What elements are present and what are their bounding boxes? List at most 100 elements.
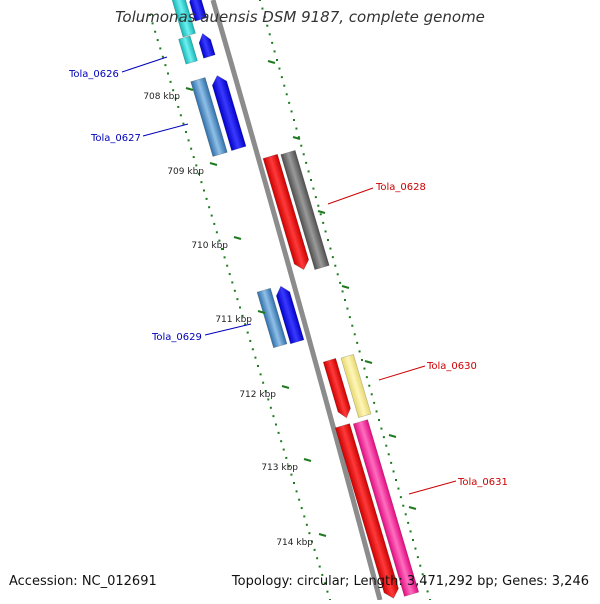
- gene-label: Tola_0628: [375, 182, 426, 193]
- tick-dot: [387, 453, 390, 456]
- tick-dot: [341, 290, 344, 293]
- tick-dot: [156, 39, 159, 42]
- tick-dot: [213, 222, 216, 225]
- tick-dot: [267, 398, 270, 401]
- tick-dot: [208, 206, 211, 209]
- gene-label-leader: [327, 187, 374, 205]
- tick-dot: [149, 14, 151, 16]
- genome-backbone: [210, 0, 383, 601]
- tick-dot: [323, 582, 326, 585]
- tick-dot: [169, 80, 172, 83]
- tick-dot: [412, 539, 414, 541]
- tick-dot: [416, 556, 419, 559]
- tick-dot: [261, 7, 264, 10]
- scale-tick-mark: [318, 533, 327, 537]
- tick-dot: [228, 273, 231, 276]
- tick-dot: [273, 50, 276, 53]
- gene-label: Tola_0627: [90, 133, 141, 144]
- right-track-tick: [292, 136, 301, 140]
- tick-dot: [380, 427, 383, 430]
- tick-dot: [159, 47, 162, 50]
- tick-dot: [395, 479, 397, 481]
- tick-dot: [277, 431, 280, 434]
- tick-dot: [390, 461, 393, 464]
- scale-tick-mark: [233, 236, 242, 240]
- tick-dot-track: [149, 0, 431, 601]
- tick-dot: [300, 144, 303, 147]
- tick-dot: [414, 547, 417, 550]
- gene-arrow-blue: [198, 33, 216, 59]
- scale-tick-label: 712 kbp: [239, 390, 276, 400]
- tick-dot: [187, 139, 190, 142]
- tick-dot: [236, 298, 239, 301]
- map-title: Tolumonas auensis DSM 9187, complete gen…: [115, 8, 485, 26]
- tick-dot: [370, 393, 373, 396]
- tick-dot: [334, 264, 337, 267]
- tick-dot: [268, 33, 271, 36]
- tick-dot: [177, 105, 180, 108]
- tick-dot: [310, 179, 312, 181]
- tick-dot: [280, 76, 283, 79]
- tick-dot: [293, 482, 295, 484]
- tick-dot: [197, 172, 200, 175]
- tick-dot: [218, 239, 221, 242]
- scale-ticks: 708 kbp 709 kbp 710 kbp 711 kbp 712 kbp 713 k…: [143, 87, 327, 548]
- tick-dot: [200, 181, 203, 184]
- gene-label-leader: [378, 365, 426, 381]
- tick-dot: [336, 273, 339, 276]
- tick-dot: [407, 521, 410, 524]
- gene-feature-yellow: [340, 354, 372, 418]
- tick-dot: [154, 30, 157, 33]
- tick-dot: [344, 299, 346, 301]
- tick-dot: [215, 231, 218, 234]
- tick-dot: [421, 573, 424, 576]
- tick-dot: [353, 333, 356, 336]
- tick-dot: [190, 147, 193, 150]
- gene-features: [170, 0, 420, 599]
- gene-label-leader: [408, 480, 457, 495]
- tick-dot: [356, 341, 359, 344]
- tick-dot: [424, 581, 427, 584]
- tick-dot: [241, 314, 244, 317]
- tick-dot: [409, 530, 412, 533]
- gene-labels: Tola_0626 Tola_0627 Tola_0628 Tola_0629 Tola…: [68, 56, 508, 495]
- tick-dot: [263, 16, 266, 19]
- tick-dot: [419, 564, 422, 567]
- tick-dot: [271, 41, 274, 44]
- tick-dot: [185, 131, 187, 133]
- tick-dot: [307, 170, 310, 173]
- right-track-tick: [317, 210, 326, 214]
- tick-dot: [205, 197, 208, 200]
- tick-dot: [329, 247, 332, 250]
- tick-dot: [316, 557, 319, 560]
- tick-dot: [402, 504, 405, 507]
- tick-dot: [278, 67, 281, 70]
- scale-tick-label: 708 kbp: [143, 92, 180, 102]
- tick-dot: [203, 189, 205, 192]
- tick-dot: [167, 72, 169, 75]
- gene-arrow-red: [322, 358, 351, 419]
- gene-feature-steelblue: [190, 77, 228, 157]
- gene-arrow-red: [334, 423, 399, 599]
- tick-dot: [319, 213, 322, 216]
- tick-dot: [287, 465, 290, 468]
- scale-tick-mark: [185, 87, 194, 91]
- tick-dot: [375, 410, 378, 413]
- tick-dot: [172, 89, 175, 92]
- tick-dot: [266, 24, 269, 27]
- tick-dot: [226, 264, 229, 267]
- tick-dot: [195, 164, 198, 167]
- gene-label-leader: [204, 323, 252, 336]
- tick-dot: [264, 390, 267, 393]
- right-dot-track: [259, 0, 431, 601]
- tick-dot: [182, 122, 185, 125]
- tick-dot: [363, 367, 366, 370]
- tick-dot: [365, 376, 368, 379]
- gene-label: Tola_0631: [457, 477, 508, 488]
- tick-dot: [305, 523, 308, 526]
- tick-dot: [179, 114, 182, 117]
- right-track-tick: [364, 360, 373, 364]
- tick-dot: [280, 440, 283, 443]
- tick-dot: [192, 156, 195, 159]
